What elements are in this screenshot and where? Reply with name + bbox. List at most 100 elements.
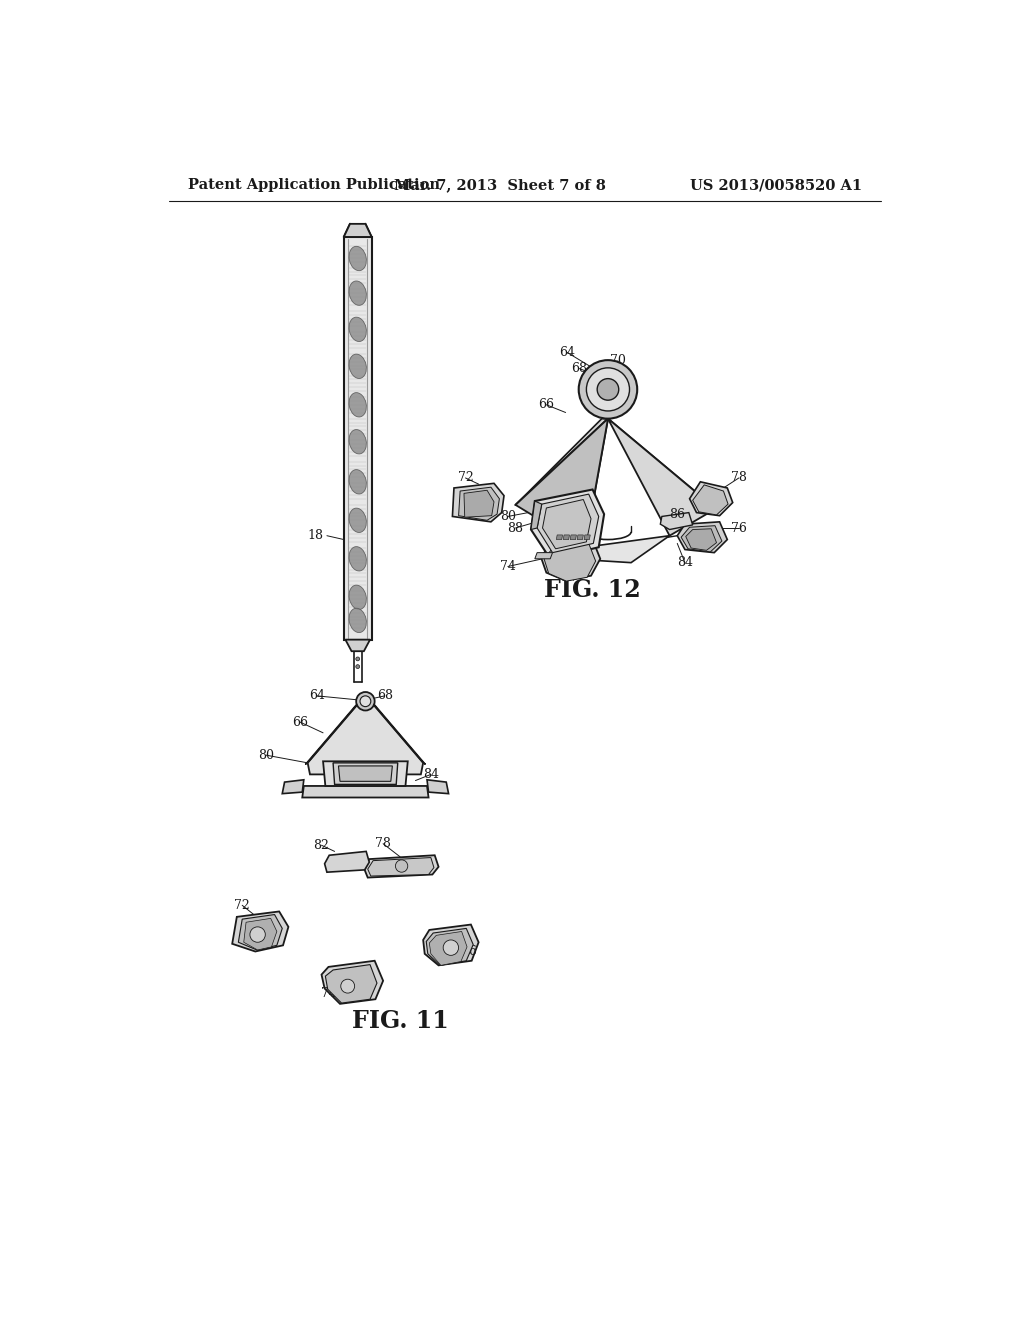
Text: 80: 80 <box>258 748 274 762</box>
Circle shape <box>341 979 354 993</box>
Polygon shape <box>325 851 370 873</box>
Polygon shape <box>232 911 289 952</box>
Polygon shape <box>569 536 670 562</box>
Polygon shape <box>681 525 722 552</box>
Polygon shape <box>689 482 733 516</box>
Polygon shape <box>677 521 727 553</box>
Polygon shape <box>578 535 584 540</box>
Text: 64: 64 <box>309 689 325 702</box>
Polygon shape <box>283 780 304 793</box>
Text: 72: 72 <box>458 471 473 484</box>
Ellipse shape <box>349 609 367 632</box>
Polygon shape <box>686 529 717 550</box>
Polygon shape <box>244 919 276 950</box>
Polygon shape <box>538 494 599 553</box>
Text: 86: 86 <box>670 508 685 520</box>
Polygon shape <box>423 924 478 965</box>
Polygon shape <box>333 763 397 784</box>
Polygon shape <box>660 512 692 529</box>
Polygon shape <box>239 915 283 950</box>
Text: 88: 88 <box>354 767 376 780</box>
Polygon shape <box>429 932 467 965</box>
Bar <box>355 784 364 788</box>
Circle shape <box>356 692 375 710</box>
Circle shape <box>395 859 408 873</box>
Polygon shape <box>535 553 553 558</box>
Circle shape <box>360 696 371 706</box>
Text: 72: 72 <box>234 899 250 912</box>
Polygon shape <box>608 418 716 536</box>
Polygon shape <box>459 487 500 520</box>
Circle shape <box>579 360 637 418</box>
Circle shape <box>587 368 630 411</box>
Text: 64: 64 <box>559 346 575 359</box>
Text: 18: 18 <box>307 529 324 543</box>
Polygon shape <box>563 535 569 540</box>
Polygon shape <box>339 766 392 781</box>
Text: 84: 84 <box>423 768 439 781</box>
Polygon shape <box>584 535 590 540</box>
Polygon shape <box>692 484 728 515</box>
Text: 66: 66 <box>539 399 554 412</box>
Text: 74: 74 <box>322 987 337 1001</box>
Polygon shape <box>365 855 438 878</box>
Polygon shape <box>345 640 370 651</box>
Polygon shape <box>427 780 449 793</box>
Ellipse shape <box>349 470 367 494</box>
Text: 66: 66 <box>292 715 308 729</box>
Ellipse shape <box>349 281 367 305</box>
Text: 82: 82 <box>313 838 330 851</box>
Polygon shape <box>426 928 473 965</box>
Text: US 2013/0058520 A1: US 2013/0058520 A1 <box>690 178 862 193</box>
Ellipse shape <box>349 585 367 610</box>
Polygon shape <box>453 483 504 521</box>
Ellipse shape <box>349 429 367 454</box>
Circle shape <box>443 940 459 956</box>
Ellipse shape <box>349 317 367 342</box>
Polygon shape <box>344 224 372 238</box>
Ellipse shape <box>349 508 367 532</box>
Text: 88: 88 <box>508 521 523 535</box>
Circle shape <box>355 657 359 661</box>
Bar <box>368 784 376 788</box>
Polygon shape <box>541 540 600 581</box>
Polygon shape <box>322 961 383 1003</box>
Text: 70: 70 <box>610 354 626 367</box>
Ellipse shape <box>349 546 367 572</box>
Polygon shape <box>344 238 372 640</box>
Text: 76: 76 <box>731 521 746 535</box>
Text: 78: 78 <box>375 837 391 850</box>
Polygon shape <box>464 490 494 517</box>
Ellipse shape <box>349 354 367 379</box>
Circle shape <box>597 379 618 400</box>
Polygon shape <box>531 490 604 558</box>
Polygon shape <box>544 544 596 581</box>
Circle shape <box>250 927 265 942</box>
Text: Mar. 7, 2013  Sheet 7 of 8: Mar. 7, 2013 Sheet 7 of 8 <box>394 178 606 193</box>
Text: FIG. 11: FIG. 11 <box>351 1008 449 1032</box>
Polygon shape <box>368 858 434 876</box>
Ellipse shape <box>349 247 367 271</box>
Text: 78: 78 <box>731 471 746 484</box>
Polygon shape <box>515 418 608 506</box>
Text: 76: 76 <box>462 945 477 958</box>
Polygon shape <box>370 700 425 764</box>
Polygon shape <box>543 499 591 549</box>
Polygon shape <box>531 502 542 529</box>
Polygon shape <box>307 700 423 775</box>
Text: 84: 84 <box>677 556 693 569</box>
Text: 68: 68 <box>571 362 588 375</box>
Text: 74: 74 <box>500 560 516 573</box>
Text: 82: 82 <box>567 566 584 579</box>
Text: FIG. 12: FIG. 12 <box>544 578 641 602</box>
Text: Patent Application Publication: Patent Application Publication <box>188 178 440 193</box>
Polygon shape <box>515 418 608 548</box>
Polygon shape <box>302 785 429 797</box>
Polygon shape <box>556 535 562 540</box>
Polygon shape <box>305 700 361 764</box>
Ellipse shape <box>349 392 367 417</box>
Circle shape <box>355 665 359 668</box>
Polygon shape <box>570 535 577 540</box>
Polygon shape <box>323 762 408 785</box>
Polygon shape <box>326 965 377 1003</box>
